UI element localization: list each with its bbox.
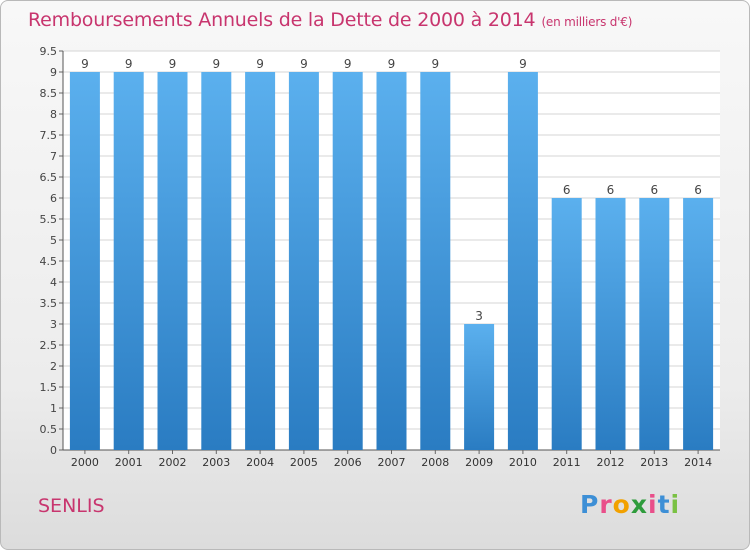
y-tick-label: 0.5 bbox=[40, 423, 58, 436]
logo-letter: P bbox=[580, 490, 600, 519]
data-label: 6 bbox=[607, 183, 615, 197]
city-name: SENLIS bbox=[38, 495, 105, 517]
y-tick-label: 7 bbox=[50, 150, 57, 163]
bar-2001 bbox=[113, 72, 144, 450]
y-tick-label: 9.5 bbox=[40, 45, 58, 58]
bar-2012 bbox=[595, 198, 626, 450]
data-label: 9 bbox=[344, 57, 352, 71]
data-label: 9 bbox=[256, 57, 264, 71]
y-tick-label: 3.5 bbox=[40, 297, 58, 310]
x-tick-label: 2010 bbox=[509, 456, 537, 469]
data-label: 9 bbox=[81, 57, 89, 71]
x-tick-label: 2003 bbox=[202, 456, 230, 469]
data-label: 9 bbox=[300, 57, 308, 71]
x-tick-label: 2013 bbox=[640, 456, 668, 469]
bar-2009 bbox=[464, 324, 495, 450]
x-tick-label: 2008 bbox=[421, 456, 449, 469]
x-tick-label: 2004 bbox=[246, 456, 274, 469]
data-label: 9 bbox=[431, 57, 439, 71]
y-tick-label: 4 bbox=[50, 276, 57, 289]
data-label: 6 bbox=[563, 183, 571, 197]
x-tick-label: 2007 bbox=[378, 456, 406, 469]
y-tick-label: 5 bbox=[50, 234, 57, 247]
x-tick-label: 2002 bbox=[159, 456, 187, 469]
y-tick-label: 1.5 bbox=[40, 381, 58, 394]
data-label: 9 bbox=[388, 57, 396, 71]
y-tick-label: 8.5 bbox=[40, 87, 58, 100]
bar-2005 bbox=[288, 72, 319, 450]
chart-title: Remboursements Annuels de la Dette de 20… bbox=[28, 9, 632, 31]
y-tick-label: 2.5 bbox=[40, 339, 58, 352]
bar-2006 bbox=[332, 72, 363, 450]
data-label: 6 bbox=[694, 183, 702, 197]
proxiti-logo: Proxiti bbox=[580, 490, 680, 519]
y-tick-label: 6.5 bbox=[40, 171, 58, 184]
y-tick-label: 2 bbox=[50, 360, 57, 373]
y-tick-label: 1 bbox=[50, 402, 57, 415]
bar-2008 bbox=[420, 72, 451, 450]
logo-letter: i bbox=[648, 490, 658, 519]
x-tick-label: 2001 bbox=[115, 456, 143, 469]
bar-2000 bbox=[69, 72, 100, 450]
bar-2002 bbox=[157, 72, 188, 450]
logo-letter: t bbox=[657, 490, 671, 519]
x-tick-label: 2005 bbox=[290, 456, 318, 469]
y-tick-label: 0 bbox=[50, 444, 57, 457]
x-tick-label: 2006 bbox=[334, 456, 362, 469]
y-tick-label: 9 bbox=[50, 66, 57, 79]
bar-2013 bbox=[639, 198, 670, 450]
y-tick-label: 5.5 bbox=[40, 213, 58, 226]
x-tick-label: 2014 bbox=[684, 456, 712, 469]
bar-2010 bbox=[507, 72, 538, 450]
data-label: 3 bbox=[475, 309, 483, 323]
data-label: 6 bbox=[650, 183, 658, 197]
bar-2014 bbox=[683, 198, 714, 450]
bar-layer bbox=[69, 72, 714, 450]
data-label: 9 bbox=[212, 57, 220, 71]
x-tick-label: 2000 bbox=[71, 456, 99, 469]
data-label: 9 bbox=[519, 57, 527, 71]
y-tick-label: 8 bbox=[50, 108, 57, 121]
title-unit: (en milliers d'€) bbox=[541, 15, 633, 29]
x-tick-label: 2011 bbox=[553, 456, 581, 469]
bar-2011 bbox=[551, 198, 582, 450]
y-tick-label: 3 bbox=[50, 318, 57, 331]
logo-letter: o bbox=[612, 490, 631, 519]
x-tick-label: 2012 bbox=[597, 456, 625, 469]
logo-letter: x bbox=[630, 490, 648, 519]
logo-letter: r bbox=[599, 490, 613, 519]
data-label: 9 bbox=[169, 57, 177, 71]
logo-letter: i bbox=[670, 490, 681, 519]
bar-2004 bbox=[245, 72, 276, 450]
x-tick-label: 2009 bbox=[465, 456, 493, 469]
title-text: Remboursements Annuels de la Dette de 20… bbox=[28, 9, 536, 31]
y-tick-label: 7.5 bbox=[40, 129, 58, 142]
bar-2007 bbox=[376, 72, 407, 450]
bar-2003 bbox=[201, 72, 232, 450]
y-tick-label: 4.5 bbox=[40, 255, 58, 268]
label-layer: 0 0.5 1 1.5 2 2.5 3 3.5 4 4.5 5 5.5 6 6.5 7 7.5 8 8.5 9 9.5… bbox=[40, 45, 713, 469]
y-tick-label: 6 bbox=[50, 192, 57, 205]
data-label: 9 bbox=[125, 57, 133, 71]
